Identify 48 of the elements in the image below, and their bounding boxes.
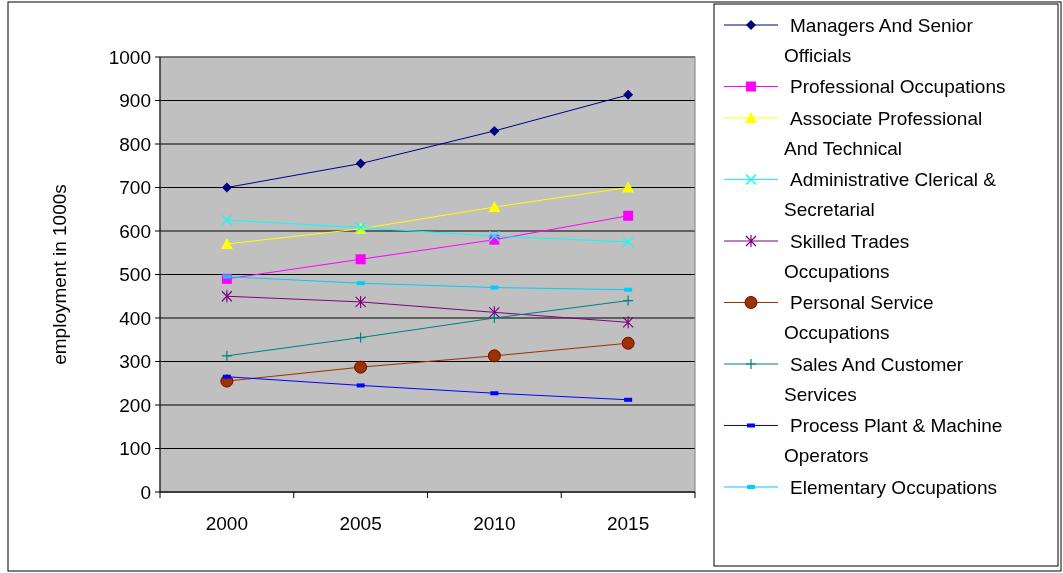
point [488,305,500,319]
y-tick-label: 500 [119,264,151,286]
point [355,295,367,309]
y-tick-label: 400 [119,307,151,329]
point [488,201,501,213]
point [489,125,500,136]
legend-label: Associate Professional And Technical [784,107,983,159]
y-tick-label: 700 [119,177,151,199]
point [622,315,634,329]
point [355,158,366,169]
legend-label: Skilled Trades Occupations [784,230,910,282]
point [355,331,367,344]
y-tick-label: 600 [119,220,151,242]
y-tick-label: 800 [119,133,151,155]
point [220,238,233,250]
y-tick-label: 1000 [108,46,151,68]
point [622,181,635,193]
point [623,210,634,221]
y-axis-title: employment in 1000s [49,184,70,365]
point [355,254,366,265]
point [221,350,233,362]
y-tick-label: 200 [119,394,151,416]
point [487,349,501,363]
point [622,236,634,248]
point [221,182,232,193]
point [221,214,233,226]
point [622,295,634,307]
legend-label: Elementary Occupations [790,476,997,498]
x-tick-label: 2015 [606,513,650,534]
point [623,89,634,100]
legend-label: Professional Occupations [790,76,1006,98]
legend-label: Sales And Customer Services [784,353,964,405]
y-tick-label: 0 [140,481,151,503]
point [488,312,500,324]
legend-label: Process Plant & Machine Operators [784,415,1003,467]
point [621,336,635,350]
point [354,360,368,374]
y-tick-label: 900 [119,90,151,112]
x-tick-label: 2005 [339,513,382,534]
legend-label: Personal Service Occupations [784,292,934,344]
legend-label: Administrative Clerical & Secretarial [784,169,997,221]
point [488,230,500,242]
x-tick-label: 2000 [205,513,249,534]
y-tick-label: 100 [119,438,151,460]
legend-label: Managers And Senior Officials [784,14,974,66]
point [221,289,233,303]
x-tick-label: 2010 [473,513,516,534]
y-tick-label: 300 [119,351,151,373]
